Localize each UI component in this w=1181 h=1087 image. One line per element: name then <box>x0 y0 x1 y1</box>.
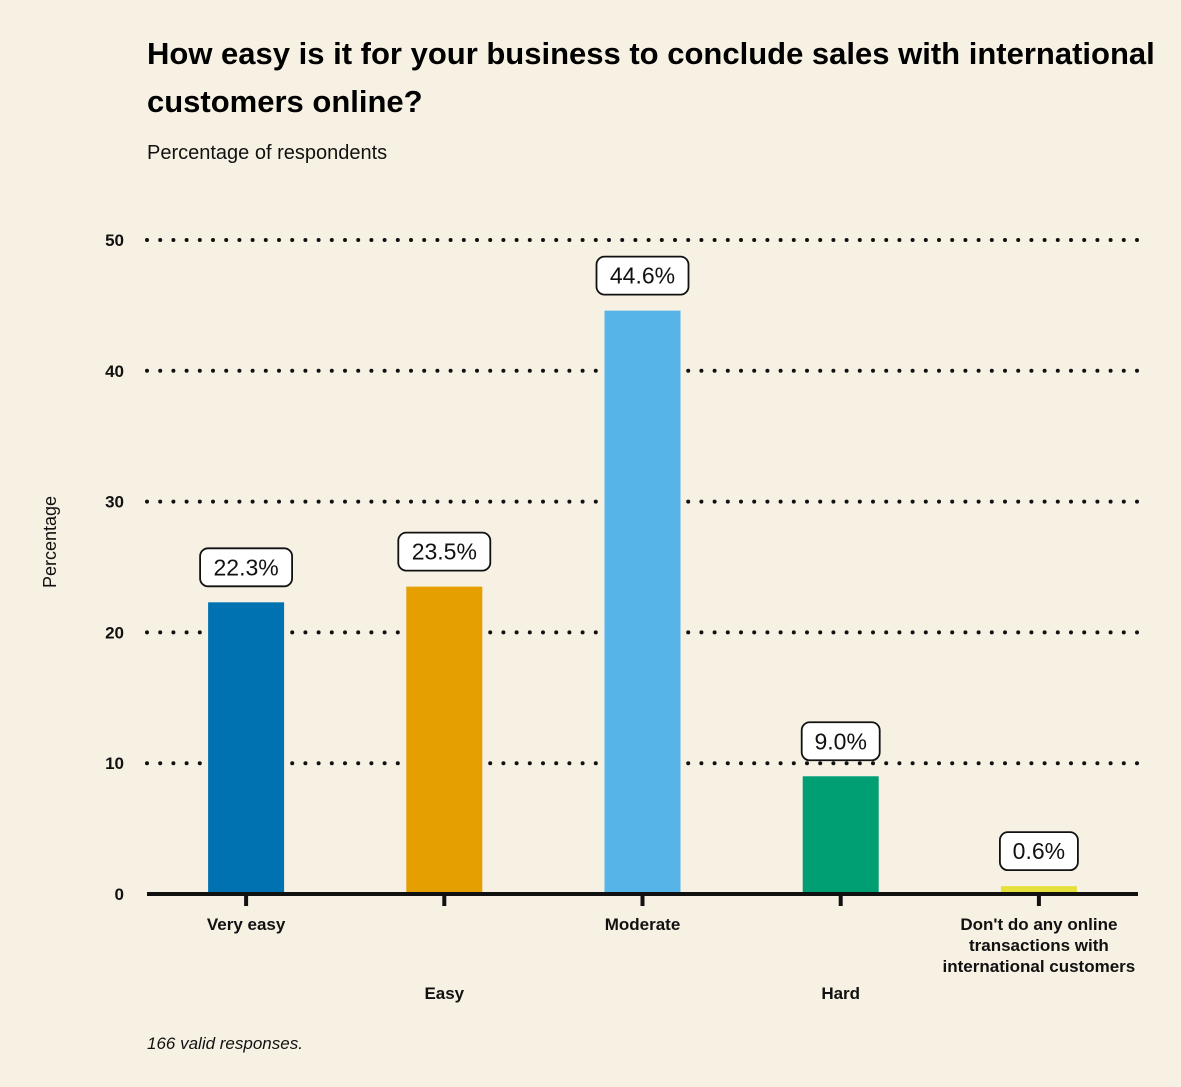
data-label-box-2 <box>595 255 690 296</box>
data-label-3: 9.0% <box>814 728 866 754</box>
x-tick-label-4-line-0: Don't do any online <box>960 915 1117 934</box>
y-axis-label: Percentage <box>40 496 60 588</box>
x-tick-label-2: Moderate <box>605 915 681 934</box>
data-label-0: 22.3% <box>213 554 278 580</box>
data-label-1: 23.5% <box>412 539 477 565</box>
x-tick-label-4-line-2: international customers <box>943 957 1136 976</box>
bar-0 <box>208 602 285 894</box>
data-label-box-4 <box>999 831 1079 872</box>
y-tick-label-40: 40 <box>105 362 124 381</box>
data-label-box-0 <box>199 547 294 588</box>
bar-2 <box>604 310 681 895</box>
x-tick-label-4-line-1: transactions with <box>969 936 1109 955</box>
data-label-box-1 <box>397 531 492 572</box>
x-tick-label-0: Very easy <box>207 915 286 934</box>
y-tick-label-10: 10 <box>105 754 124 773</box>
chart-footnote: 166 valid responses. <box>147 1034 303 1053</box>
y-tick-label-30: 30 <box>105 493 124 512</box>
x-tick-label-3: Hard <box>821 984 860 1003</box>
plot-area: 0 10 20 30 40 50 Very easy 22.3% Easy 23.5% Modera… <box>105 231 1140 1003</box>
bar-4 <box>1000 886 1077 894</box>
bar-3 <box>802 776 879 894</box>
chart-title-line-2: customers online? <box>147 84 423 119</box>
y-tick-label-0: 0 <box>115 885 124 904</box>
chart-subtitle: Percentage of respondents <box>147 142 387 164</box>
chart-title-line-1: How easy is it for your business to conc… <box>147 36 1155 71</box>
data-label-4: 0.6% <box>1013 838 1065 864</box>
data-label-2: 44.6% <box>610 263 675 289</box>
y-tick-label-20: 20 <box>105 623 124 642</box>
bar-1 <box>406 586 483 894</box>
data-label-box-3 <box>800 721 881 762</box>
y-tick-label-50: 50 <box>105 231 124 250</box>
x-tick-label-1: Easy <box>424 984 464 1003</box>
